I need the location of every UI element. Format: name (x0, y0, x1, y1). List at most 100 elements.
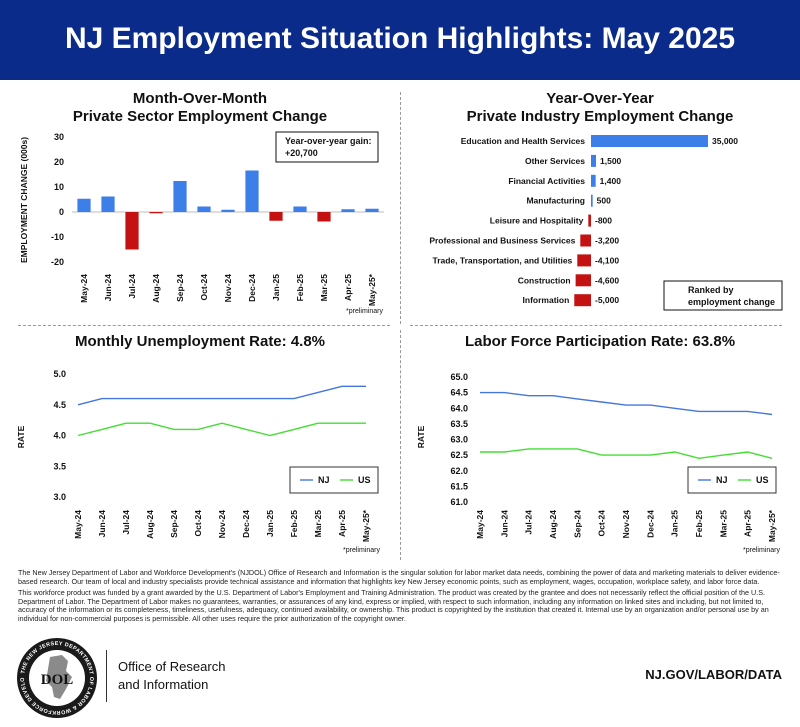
mom-y-tick-label: -10 (51, 232, 64, 242)
unemp-x-tick-label: May-24 (73, 510, 83, 539)
lfpr-x-tick-label: Jan-25 (670, 510, 680, 537)
yoy-title-line2: Private Industry Employment Change (466, 108, 734, 125)
unemp-y-axis-label: RATE (16, 425, 26, 448)
yoy-data-label: -3,200 (595, 236, 619, 246)
mom-x-tick-label: May-25* (367, 273, 377, 306)
office-name-line2: and Information (118, 677, 209, 692)
yoy-category-label: Information (523, 295, 570, 305)
yoy-legend-box (663, 280, 783, 311)
mom-annotation-line1: Year-over-year gain: (285, 136, 372, 146)
mom-annotation-line2: +20,700 (285, 148, 318, 158)
unemp-title: Monthly Unemployment Rate: 4.8% (74, 333, 326, 350)
mom-bar (101, 196, 115, 212)
yoy-category-label: Trade, Transportation, and Utilities (432, 255, 572, 265)
page-title: NJ Employment Situation Highlights: May … (64, 22, 736, 55)
mom-x-tick-label: Oct-24 (199, 274, 209, 301)
unemp-x-tick-label: Jan-25 (265, 510, 275, 537)
unemp-legend-nj-label: NJ (318, 475, 330, 485)
yoy-data-label: -5,000 (595, 295, 619, 305)
lfpr-y-axis-label: RATE (416, 425, 426, 448)
mom-y-tick-label: 10 (54, 182, 64, 192)
unemp-y-tick-label: 4.0 (53, 431, 66, 441)
yoy-data-label: 500 (597, 196, 611, 206)
lfpr-title: Labor Force Participation Rate: 63.8% (464, 333, 736, 350)
mom-x-tick-label: Aug-24 (151, 274, 161, 303)
mom-bar (245, 170, 259, 212)
yoy-category-label: Education and Health Services (461, 136, 586, 146)
mom-x-tick-label: Nov-24 (223, 274, 233, 303)
lfpr-x-tick-label: Jun-24 (499, 510, 509, 538)
yoy-bar (588, 214, 591, 227)
lfpr-x-tick-label: Dec-24 (645, 510, 655, 538)
yoy-bar (577, 254, 591, 267)
divider-horizontal-right (410, 325, 782, 326)
lfpr-x-tick-label: Oct-24 (597, 510, 607, 537)
unemp-y-tick-label: 5.0 (53, 369, 66, 379)
lfpr-legend-nj-label: NJ (716, 475, 728, 485)
unemp-x-tick-label: Nov-24 (217, 510, 227, 539)
mom-annotation-box (275, 131, 379, 163)
lfpr-x-tick-label: Mar-25 (718, 510, 728, 538)
office-name-line1: Office of Research (118, 659, 226, 674)
yoy-bar (580, 234, 591, 247)
mom-x-tick-label: Jun-24 (103, 274, 113, 302)
unemp-x-tick-label: Oct-24 (193, 510, 203, 537)
unemp-panel: Monthly Unemployment Rate: 4.8% (0, 333, 400, 357)
mom-x-tick-label: Sep-24 (175, 274, 185, 302)
lfpr-series-nj-line (480, 391, 773, 416)
yoy-data-label: -4,100 (595, 255, 619, 265)
lfpr-x-tick-label: Nov-24 (621, 510, 631, 539)
lfpr-x-tick-label: Sep-24 (572, 510, 582, 538)
yoy-data-label: 1,400 (600, 176, 622, 186)
mom-title-line1: Month-Over-Month (132, 90, 268, 107)
yoy-category-label: Manufacturing (526, 196, 585, 206)
mom-x-tick-label: Jul-24 (127, 274, 137, 299)
lfpr-y-tick-label: 64.0 (450, 403, 468, 413)
website-link[interactable]: NJ.GOV/LABOR/DATA (645, 667, 782, 682)
footer-paragraph-2: This workforce product was funded by a g… (18, 588, 769, 623)
unemp-x-tick-label: May-25* (361, 509, 371, 542)
lfpr-y-tick-label: 63.5 (450, 419, 468, 429)
lfpr-y-tick-label: 62.5 (450, 450, 468, 460)
mom-panel: Month-Over-Month Private Sector Employme… (0, 88, 400, 324)
lfpr-x-tick-label: Apr-25 (743, 510, 753, 537)
yoy-title-line1: Year-Over-Year (546, 90, 654, 107)
logo-text: DOL (41, 672, 74, 688)
yoy-bar (591, 135, 708, 147)
mom-bar (221, 209, 235, 212)
divider-horizontal-left (18, 325, 390, 326)
yoy-category-label: Professional and Business Services (429, 236, 575, 246)
yoy-bar (574, 294, 591, 307)
yoy-data-label: 35,000 (712, 136, 738, 146)
lfpr-legend-us-label: US (756, 475, 769, 485)
unemployment-line-chart: RATE NJ US *preliminary 5.0 4.5 4.0 3.5 3.0 M… (16, 369, 380, 554)
yoy-bar (591, 194, 593, 207)
yoy-bar (591, 174, 596, 187)
mom-y-tick-label: 20 (54, 157, 64, 167)
header-banner: NJ Employment Situation Highlights: May … (0, 0, 800, 80)
mom-bar (293, 206, 307, 212)
lfpr-y-tick-label: 61.0 (450, 497, 468, 507)
yoy-data-label: -800 (595, 216, 612, 226)
mom-bar (197, 206, 211, 212)
unemp-x-tick-label: Jun-24 (97, 510, 107, 538)
yoy-category-label: Leisure and Hospitality (490, 216, 584, 226)
divider-vertical-top (400, 92, 401, 324)
lfpr-x-tick-label: May-25* (767, 509, 777, 542)
unemp-x-tick-label: Sep-24 (169, 510, 179, 538)
lfpr-line-chart: RATE NJ US *preliminary 65.0 64.5 64.0 63.5… (416, 372, 780, 554)
lfpr-x-tick-label: May-24 (475, 510, 485, 539)
lfpr-preliminary-note: *preliminary (743, 547, 780, 554)
mom-bar (149, 212, 163, 214)
mom-x-tick-label: Feb-25 (295, 274, 305, 302)
unemp-series-nj-line (77, 385, 366, 406)
yoy-category-label: Financial Activities (508, 176, 585, 186)
mom-bar (125, 212, 139, 250)
mom-preliminary-note: *preliminary (346, 308, 383, 315)
unemp-y-tick-label: 3.5 (53, 461, 66, 471)
lfpr-series-us-line (480, 448, 773, 460)
lfpr-x-tick-label: Feb-25 (694, 510, 704, 538)
mom-x-tick-label: Mar-25 (319, 274, 329, 302)
lfpr-y-tick-label: 64.5 (450, 388, 468, 398)
footer-paragraph-1: The New Jersey Department of Labor and W… (18, 568, 780, 586)
